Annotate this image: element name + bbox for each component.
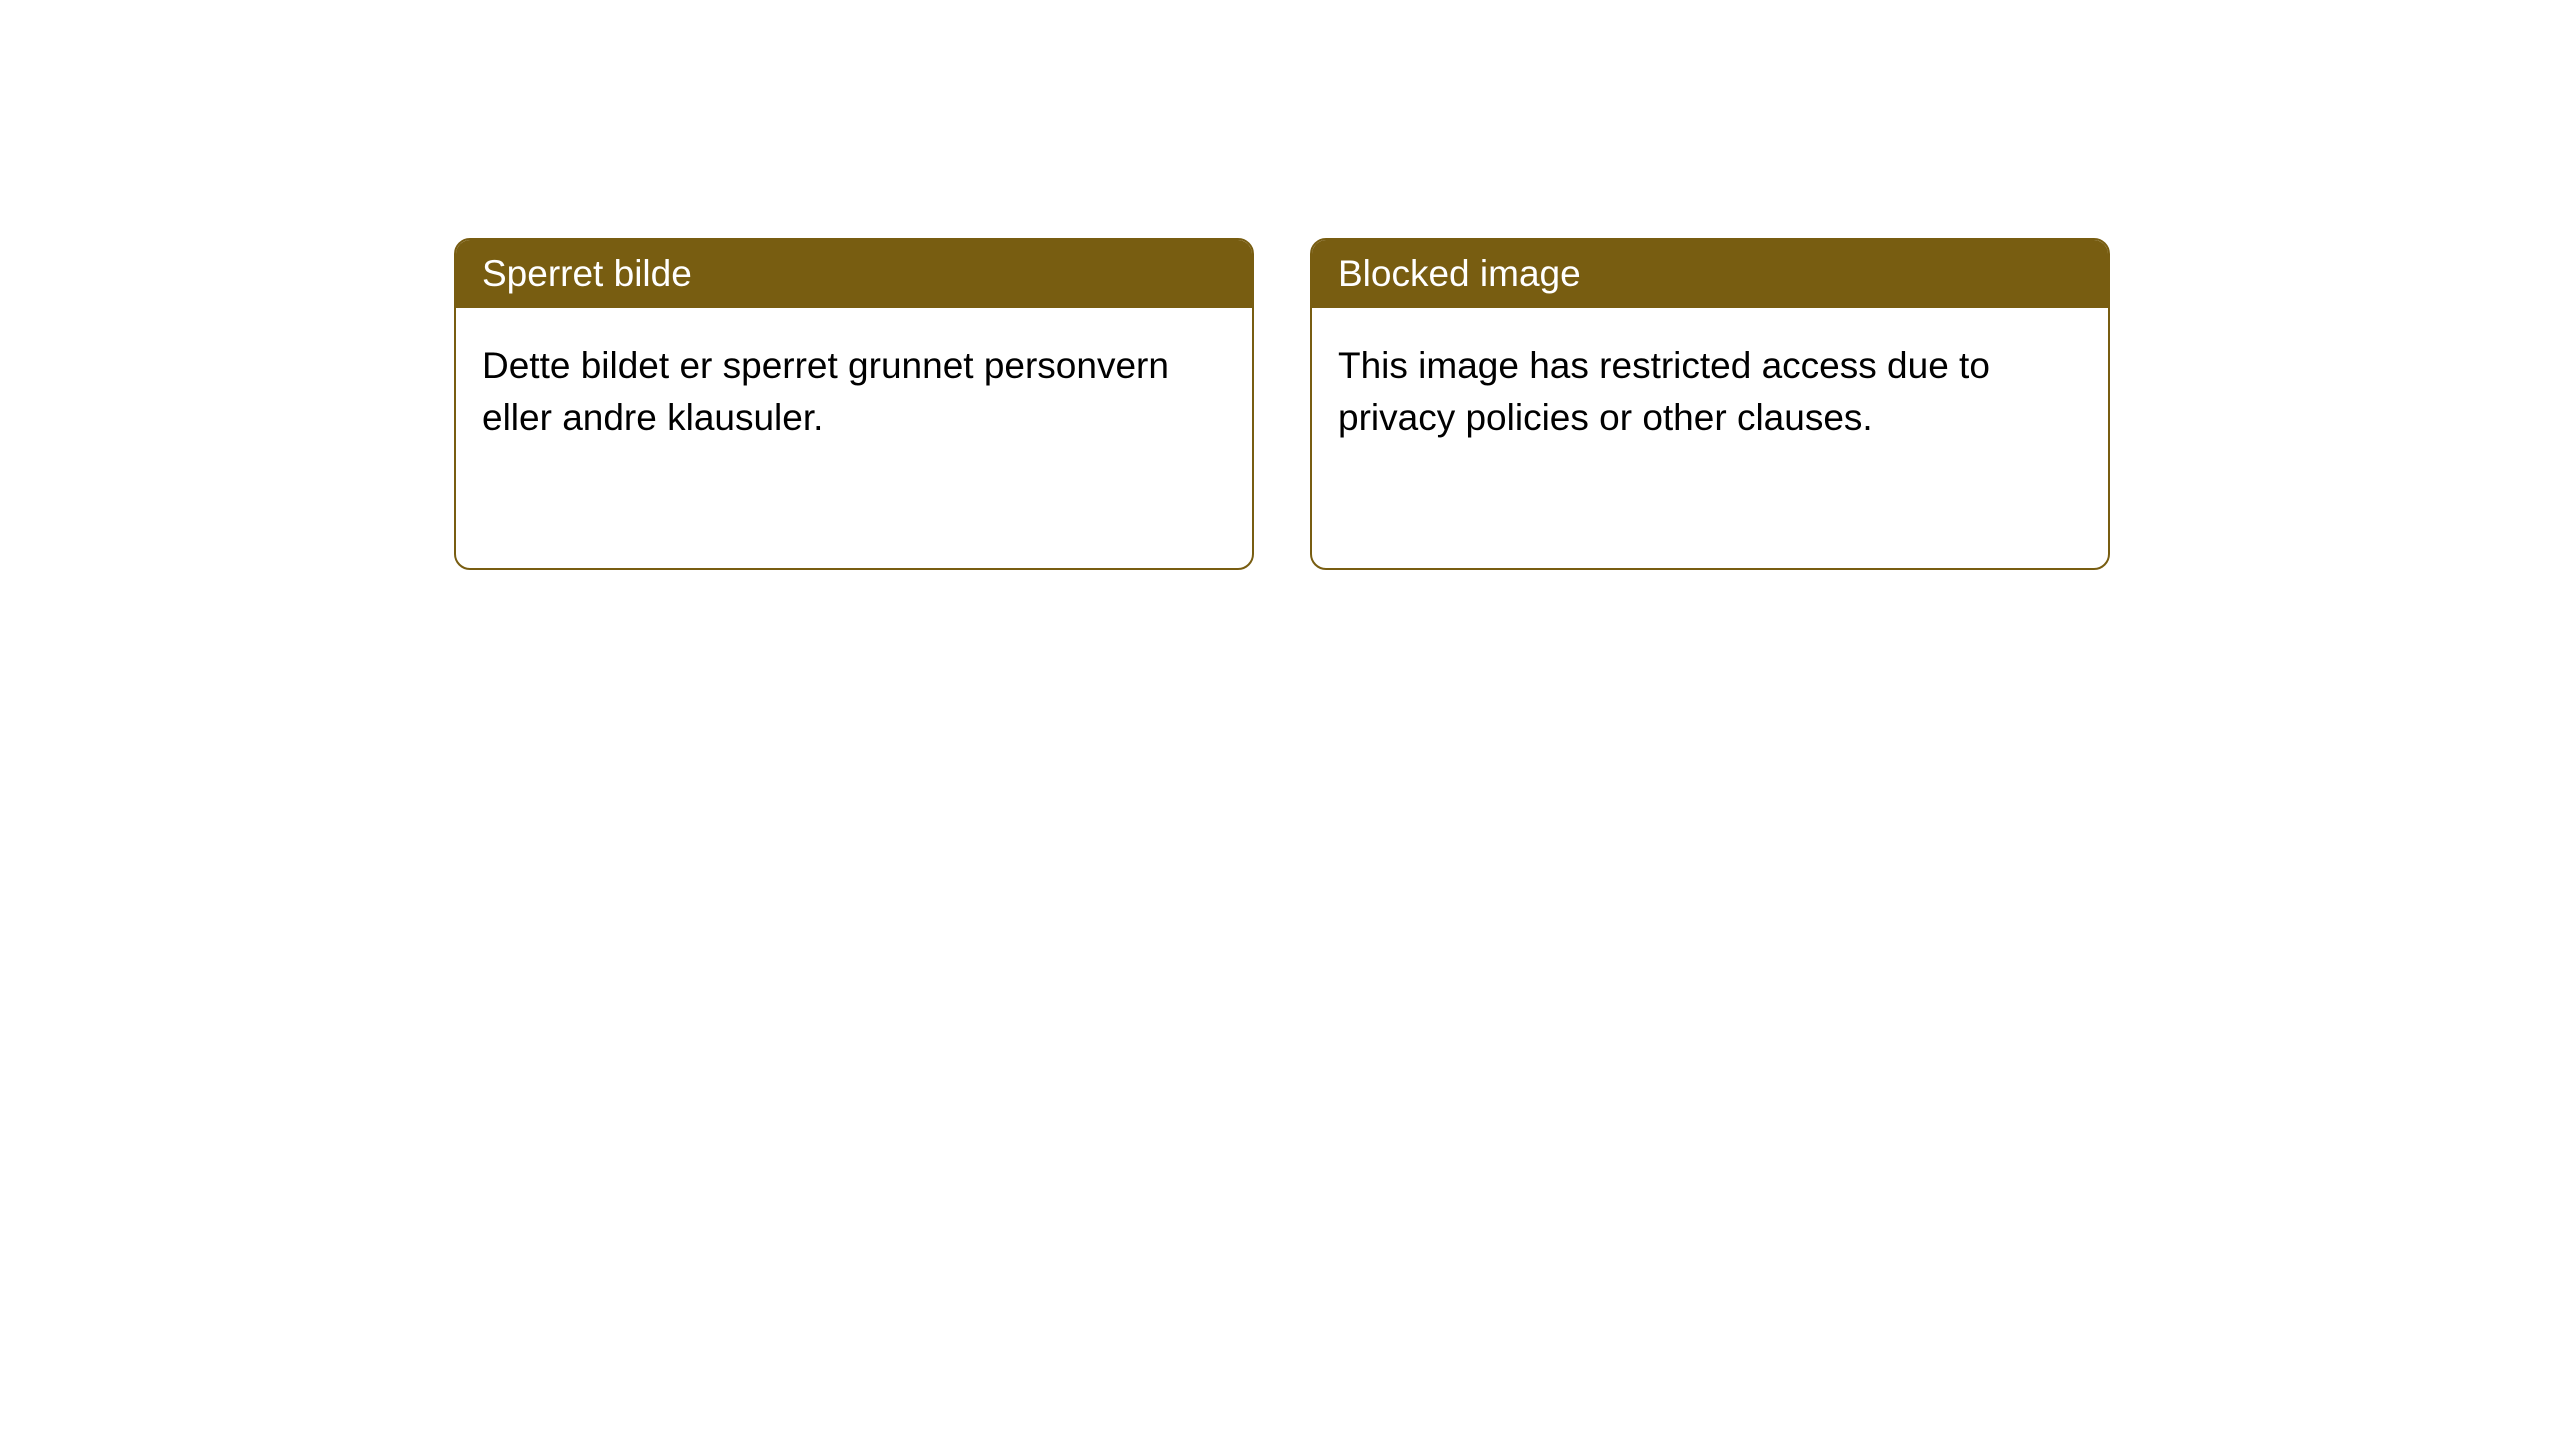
notice-card-norwegian: Sperret bilde Dette bildet er sperret gr…	[454, 238, 1254, 570]
card-title: Blocked image	[1338, 253, 1581, 294]
card-body: Dette bildet er sperret grunnet personve…	[456, 308, 1252, 476]
card-title: Sperret bilde	[482, 253, 692, 294]
card-header: Sperret bilde	[456, 240, 1252, 308]
notice-card-english: Blocked image This image has restricted …	[1310, 238, 2110, 570]
card-body-text: This image has restricted access due to …	[1338, 345, 1990, 438]
card-body: This image has restricted access due to …	[1312, 308, 2108, 476]
card-body-text: Dette bildet er sperret grunnet personve…	[482, 345, 1169, 438]
notice-container: Sperret bilde Dette bildet er sperret gr…	[0, 0, 2560, 570]
card-header: Blocked image	[1312, 240, 2108, 308]
